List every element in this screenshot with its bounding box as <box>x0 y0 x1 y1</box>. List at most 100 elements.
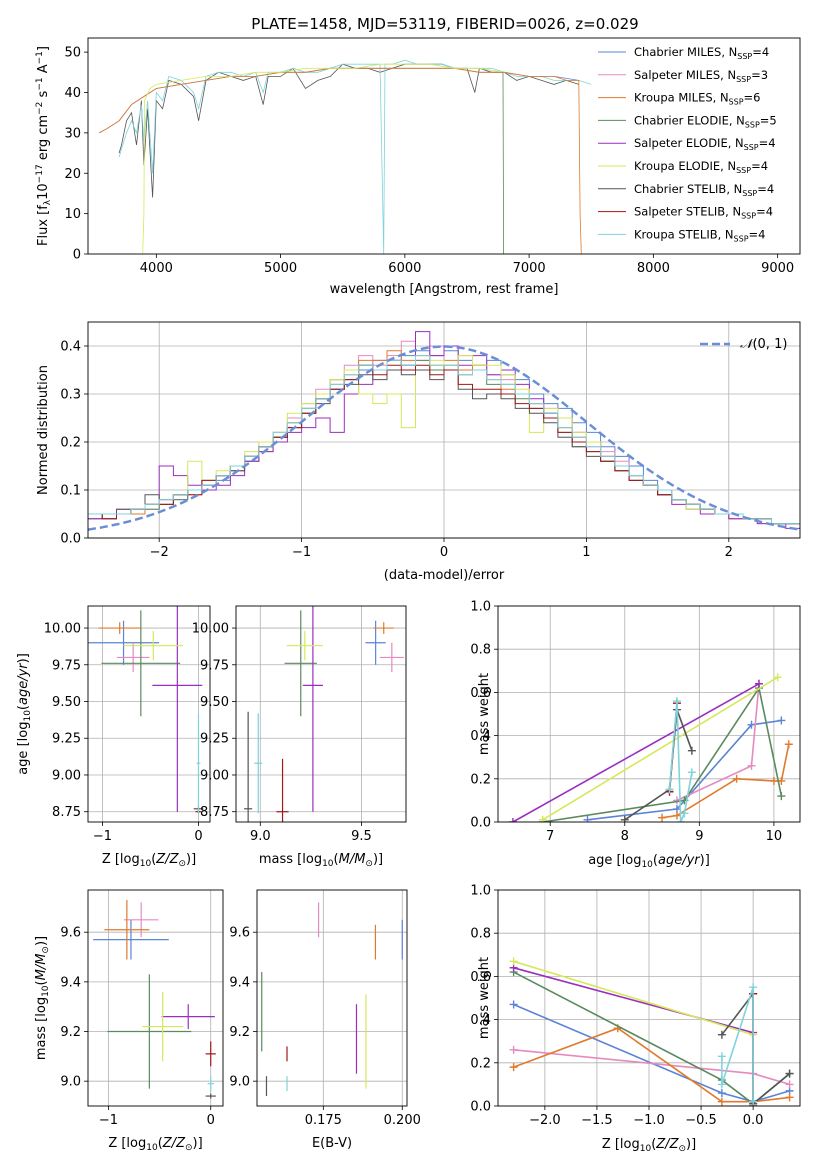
weight_vs_z-ytick-label: 1.0 <box>470 884 491 899</box>
age_vs_z-ytick-label: 10.00 <box>44 622 81 637</box>
mass_vs_z-ytick-label: 9.6 <box>60 926 81 941</box>
age_vs_mass-ytick-label: 9.75 <box>200 658 229 673</box>
mass_vs_ebv-axes: 0.175 0.200 9.0 9.2 9.4 9.6 <box>229 890 421 1128</box>
age_vs_z-xtick-label: −1 <box>93 829 112 844</box>
weight_vs_age-ytick-label: 0.2 <box>470 772 491 787</box>
weight_vs_z-marker-kroupa_stelib <box>749 1097 758 1106</box>
spectrum-xtick-label: 4000 <box>140 261 173 276</box>
spectrum-series-kroupa_stelib <box>118 59 592 254</box>
weight_vs_age-ytick-label: 1.0 <box>470 600 491 615</box>
weight_vs_age-marker-chabrier_stelib <box>620 815 629 822</box>
spectrum-series-chabrier_stelib <box>118 63 579 198</box>
weight_vs_z-marker-kroupa_miles <box>785 1093 794 1102</box>
normal-curve <box>88 345 800 531</box>
mass_vs_z-frame <box>87 889 224 1107</box>
mass_vs_z-xlabel: Z [log10(Z/Z⊙)] <box>108 1136 202 1153</box>
spectrum-lines <box>99 59 592 254</box>
weight_vs_age-ylabel: mass weight <box>477 673 492 755</box>
weight_vs_age-xtick-label: 8 <box>621 829 629 844</box>
age_vs_z-xtick-label: 0 <box>194 829 202 844</box>
weight_vs_age-marker-kroupa_elodie <box>773 673 782 682</box>
mass_vs_ebv-ytick-label: 9.6 <box>229 926 250 941</box>
age_vs_mass-errorbar-kroupa_elodie <box>286 630 324 661</box>
mass_vs_ebv-xtick-label: 0.175 <box>305 1113 342 1128</box>
age_vs_z-frame <box>87 605 211 823</box>
weight_vs_age-ytick-label: 0.4 <box>470 729 491 744</box>
weight_vs_age-marker-kroupa_stelib <box>672 697 681 706</box>
weight_vs_z-series-kroupa_miles <box>513 1027 790 1103</box>
residuals-xtick-label: −1 <box>292 545 311 560</box>
age_vs_z-errorbar-chabrier_elodie <box>101 610 181 717</box>
weight_vs_z-marker-salpeter_miles <box>785 1080 794 1089</box>
weight_vs_z-marker-kroupa_miles <box>717 1097 726 1106</box>
age_vs_z-ytick-label: 9.50 <box>52 695 81 710</box>
mass_vs_z-ylabel: mass [log10(M/M⊙)] <box>34 936 51 1060</box>
mass_vs_z-errorbar-chabrier_miles <box>93 919 169 960</box>
mass_vs_z-axes: −1 0 9.0 9.2 9.4 9.6 <box>60 890 223 1128</box>
weight_vs_age-xtick-label: 9 <box>695 829 703 844</box>
weight_vs_age-marker-kroupa_miles <box>732 774 741 783</box>
mass_vs_ebv-frame <box>256 889 408 1107</box>
spectrum-xtick-label: 6000 <box>388 261 421 276</box>
weight_vs_age-marker-kroupa_stelib <box>687 768 696 777</box>
weight_vs_age-frame <box>497 605 801 823</box>
mass_vs_ebv-points <box>261 902 403 1097</box>
age_vs_z-xlabel: Z [log10(Z/Z⊙)] <box>102 852 196 869</box>
mass_vs_ebv-ytick-label: 9.0 <box>229 1075 250 1090</box>
age_vs_z-errorbar-kroupa_stelib <box>196 713 201 814</box>
residuals-frame <box>87 321 801 539</box>
weight_vs_age-marker-kroupa_miles <box>672 811 681 820</box>
legend-label-salpeter_elodie: Salpeter ELODIE, NSSP=4 <box>634 136 776 152</box>
weight_vs_age-ytick-label: 0.8 <box>470 643 491 658</box>
mass_vs_z-errorbar-chabrier_elodie <box>107 974 192 1089</box>
age_vs_z-ytick-label: 9.75 <box>52 658 81 673</box>
weight_vs_z-marker-chabrier_miles <box>717 1089 726 1098</box>
mass_vs_z-errorbar-kroupa_miles <box>104 899 150 960</box>
mass_vs_z-xtick-label: 0 <box>207 1113 215 1128</box>
residuals-xtick-label: 2 <box>725 545 733 560</box>
weight_vs_z-xtick-label: 0.0 <box>743 1113 764 1128</box>
weight_vs_age-marker-kroupa_miles <box>769 776 778 785</box>
weight_vs_z-marker-salpeter_miles <box>509 1045 518 1054</box>
weight_vs_z-xtick-label: −2.0 <box>529 1113 561 1128</box>
age_vs_mass-ytick-label: 9.00 <box>200 768 229 783</box>
spectrum-xlabel: wavelength [Angstrom, rest frame] <box>330 282 559 297</box>
weight_vs_z-ytick-label: 0.6 <box>470 970 491 985</box>
age_vs_mass-ytick-label: 10.00 <box>192 622 229 637</box>
weight_vs_age-series-kroupa_elodie <box>542 676 779 821</box>
age_vs_mass-points <box>244 606 404 822</box>
residuals-ytick-label: 0.0 <box>60 532 81 547</box>
age_vs_mass-xtick-label: 9.0 <box>250 829 271 844</box>
weight_vs_age-marker-kroupa_elodie <box>538 815 547 822</box>
age_vs_z-points <box>88 606 204 814</box>
age_vs_z-errorbar-kroupa_elodie <box>123 630 184 661</box>
age_vs_mass-frame <box>235 605 407 823</box>
legend-label-kroupa_elodie: Kroupa ELODIE, NSSP=4 <box>634 159 768 175</box>
weight_vs_age-xlabel: age [log10(age/yr)] <box>588 853 710 870</box>
weight_vs_z-marker-kroupa_miles <box>509 1063 518 1072</box>
weight_vs_age-marker-salpeter_miles <box>747 761 756 770</box>
spectrum-ytick-label: 20 <box>64 167 81 182</box>
age_vs_z-errorbar-kroupa_miles <box>98 622 141 634</box>
residuals-ytick-label: 0.3 <box>60 388 81 403</box>
mass_vs_z-ytick-label: 9.4 <box>60 975 81 990</box>
residuals-ytick-label: 0.1 <box>60 484 81 499</box>
legend-label-salpeter_stelib: Salpeter STELIB, NSSP=4 <box>634 205 773 221</box>
weight_vs_z-series-chabrier_miles <box>513 1003 790 1103</box>
mass_vs_z-errorbar-kroupa_stelib <box>207 1076 214 1092</box>
mass_vs_z-errorbar-salpeter_elodie <box>161 1004 215 1030</box>
age_vs_z-axes: −1 0 8.75 9.00 9.25 9.50 9.75 10.00 <box>44 606 210 844</box>
legend-label-chabrier_miles: Chabrier MILES, NSSP=4 <box>634 45 769 61</box>
mass_vs_ebv-xtick-label: 0.200 <box>384 1113 421 1128</box>
spectrum-xtick-label: 5000 <box>264 261 297 276</box>
weight_vs_z-frame <box>497 889 801 1107</box>
mass_vs_z-points <box>93 899 216 1099</box>
mass_vs_ebv-xlabel: E(B-V) <box>312 1136 352 1151</box>
spectrum-ytick-label: 30 <box>64 126 81 141</box>
weight_vs_z-xtick-label: −0.5 <box>685 1113 717 1128</box>
weight_vs_z-axes: −2.0 −1.5 −1.0 −0.5 0.0 0.0 0.2 0.4 0.6 0.8 1.0 <box>470 884 800 1128</box>
age_vs_mass-errorbar-salpeter_elodie <box>302 606 324 812</box>
residuals-xtick-label: 1 <box>582 545 590 560</box>
age_vs_z-errorbar-chabrier_miles <box>88 620 160 665</box>
weight_vs_age-ytick-label: 0.6 <box>470 686 491 701</box>
